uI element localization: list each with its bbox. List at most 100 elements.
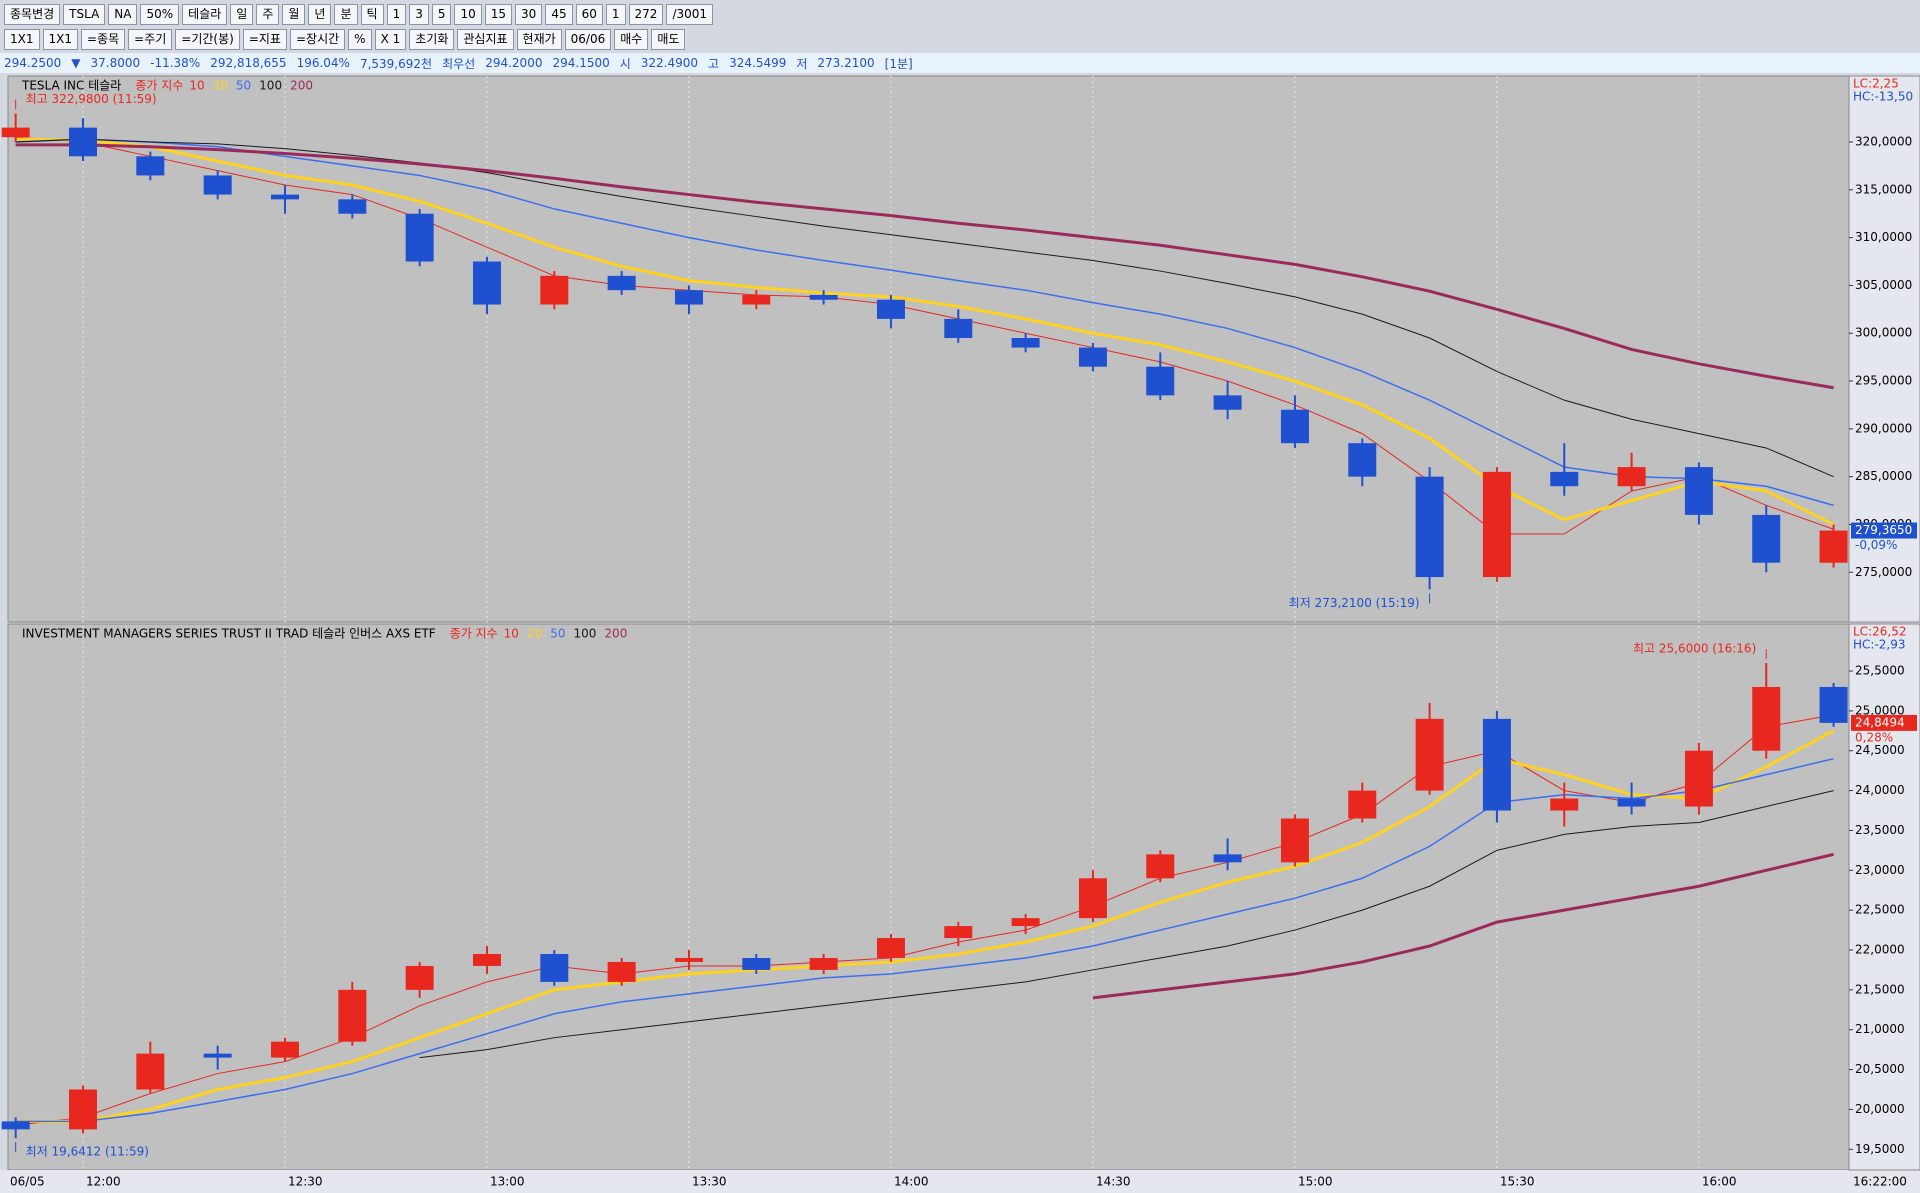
y-tick-label: 275,0000 <box>1855 565 1912 579</box>
toolbar-item[interactable]: 매도 <box>651 28 686 50</box>
y-tick-label: 310,0000 <box>1855 230 1912 244</box>
y-tick-label: 290,0000 <box>1855 421 1912 435</box>
toolbar-item[interactable]: 5 <box>431 3 452 25</box>
candle-body <box>674 957 703 962</box>
y-tick-label: 320,0000 <box>1855 134 1912 148</box>
toolbar-item[interactable]: 45 <box>545 3 573 25</box>
toolbar-item[interactable]: 06/06 <box>564 28 612 50</box>
candle-body <box>1415 718 1444 791</box>
candle-body <box>338 989 367 1042</box>
ma-line <box>15 714 1834 1126</box>
ma-line <box>15 729 1835 1123</box>
candle-body <box>1684 750 1713 807</box>
toolbar-top: 종목변경 TSLA NA 50% 테슬라 일 주 월 년 분 틱 1 3 5 10 15 30 45 60 1 272/… <box>0 2 1920 26</box>
toolbar-item[interactable]: 30 <box>515 3 543 25</box>
toolbar-item[interactable]: 1 <box>386 3 407 25</box>
toolbar-item[interactable]: 관심지표 <box>457 28 514 50</box>
toolbar-item[interactable]: 테슬라 <box>182 3 228 25</box>
candle-body <box>405 965 434 990</box>
toolbar-bottom: 1X1 1X1 =종목 =주기 =기간(봉) =지표 =장시간% X 1 초기화 관심지표 현재가 0… <box>0 28 1920 50</box>
y-tick-label: 22,0000 <box>1855 943 1905 957</box>
annotation: 최저 273,2100 (15:19) <box>1289 596 1420 610</box>
toolbar-item: 322.4900 <box>640 56 699 70</box>
ma-line <box>1092 852 1834 1000</box>
toolbar-item[interactable]: 60 <box>575 3 603 25</box>
candle-body <box>1280 818 1309 863</box>
candle-body <box>338 199 367 214</box>
toolbar-item: 시 <box>619 56 631 71</box>
toolbar-item[interactable]: 1X1 <box>42 28 78 50</box>
toolbar-item[interactable]: =지표 <box>242 28 287 50</box>
time-tick-label: 12:00 <box>86 1175 121 1189</box>
y-tick-label: 25,5000 <box>1855 664 1905 678</box>
y-tick-label: 24,0000 <box>1855 783 1905 797</box>
y-tick-label: 285,0000 <box>1855 469 1912 483</box>
toolbar-item[interactable]: 월 <box>282 3 306 25</box>
toolbar-item: [1분] <box>884 56 913 71</box>
candle-body <box>69 1089 97 1130</box>
time-tick-label: 13:00 <box>490 1175 525 1189</box>
toolbar-item[interactable]: 초기화 <box>409 28 455 50</box>
toolbar-item[interactable]: 1X1 <box>4 28 40 50</box>
corner-label: LC:2,25 <box>1853 77 1899 91</box>
toolbar-item[interactable]: 현재가 <box>516 28 562 50</box>
y-tick-label: 21,0000 <box>1855 1022 1905 1036</box>
toolbar-item[interactable]: 분 <box>334 3 358 25</box>
toolbar-item[interactable]: X 1 <box>374 28 407 50</box>
legend-prefix: 종가 지수 <box>450 627 498 641</box>
toolbar-item[interactable]: =종목 <box>81 28 126 50</box>
chart-panel <box>7 623 1850 1171</box>
candle-body <box>1550 798 1579 811</box>
toolbar-item: 294.2000 <box>485 56 543 70</box>
candle-body <box>1550 471 1579 487</box>
candle-body <box>1819 530 1848 563</box>
annotation: 최고 25,6000 (16:16) <box>1633 642 1756 656</box>
legend-entry: 200 <box>604 627 627 641</box>
candle-body <box>1146 854 1175 879</box>
time-tick-label: 06/05 <box>10 1175 45 1189</box>
y-tick-label: 23,5000 <box>1855 823 1905 837</box>
toolbar-item[interactable]: 년 <box>308 3 332 25</box>
candle-body <box>1684 467 1713 515</box>
y-tick-label: 305,0000 <box>1855 278 1912 292</box>
time-tick-label: 13:30 <box>692 1175 727 1189</box>
candle-body <box>944 318 973 339</box>
toolbar-item[interactable]: 50% <box>140 3 180 25</box>
toolbar-item[interactable]: 272 <box>628 3 664 25</box>
candle-body <box>1752 514 1781 563</box>
y-tick-label: 295,0000 <box>1855 374 1912 388</box>
toolbar-item[interactable]: =주기 <box>128 28 173 50</box>
toolbar-item[interactable]: 3 <box>409 3 429 25</box>
toolbar-item[interactable]: =기간(봉) <box>175 28 240 50</box>
candle-body <box>136 1053 165 1090</box>
quote-info: 294.2500 ▼ 37.8000 -11.38% 292,818,655 196.04… <box>0 53 1920 73</box>
candle-body <box>1 1121 30 1130</box>
toolbar-item[interactable]: % <box>348 28 372 50</box>
toolbar-item[interactable]: 틱 <box>360 3 384 25</box>
toolbar-item[interactable]: =장시간 <box>289 28 346 50</box>
toolbar-item: 7,539,692천 <box>359 56 433 71</box>
toolbar-item[interactable]: 매수 <box>614 28 649 50</box>
toolbar-item[interactable]: 일 <box>230 3 254 25</box>
toolbar-item[interactable]: NA <box>108 3 138 25</box>
ma-line <box>419 790 1834 1059</box>
toolbar-item[interactable]: 주 <box>256 3 280 25</box>
legend-entry: 100 <box>259 79 282 93</box>
time-tick-label: 14:00 <box>894 1175 929 1189</box>
plot-bg <box>7 623 1850 1171</box>
toolbar-item: -11.38% <box>150 56 201 70</box>
candle-body <box>876 299 905 319</box>
candle-body <box>1348 790 1377 819</box>
corner-label: HC:-2,93 <box>1853 638 1906 652</box>
toolbar-item[interactable]: 종목변경 <box>4 3 61 25</box>
toolbar-item[interactable]: TSLA <box>63 3 106 25</box>
toolbar-item[interactable]: 10 <box>454 3 482 25</box>
toolbar-item[interactable]: 15 <box>484 3 513 25</box>
plot-bg <box>7 75 1850 623</box>
time-tick-label: 15:00 <box>1298 1175 1333 1189</box>
last-price: 24,8494 <box>1855 715 1905 729</box>
toolbar-item[interactable]: /3001 <box>666 3 714 25</box>
toolbar-item: ▼ <box>71 56 81 70</box>
toolbar-item[interactable]: 1 <box>605 3 626 25</box>
